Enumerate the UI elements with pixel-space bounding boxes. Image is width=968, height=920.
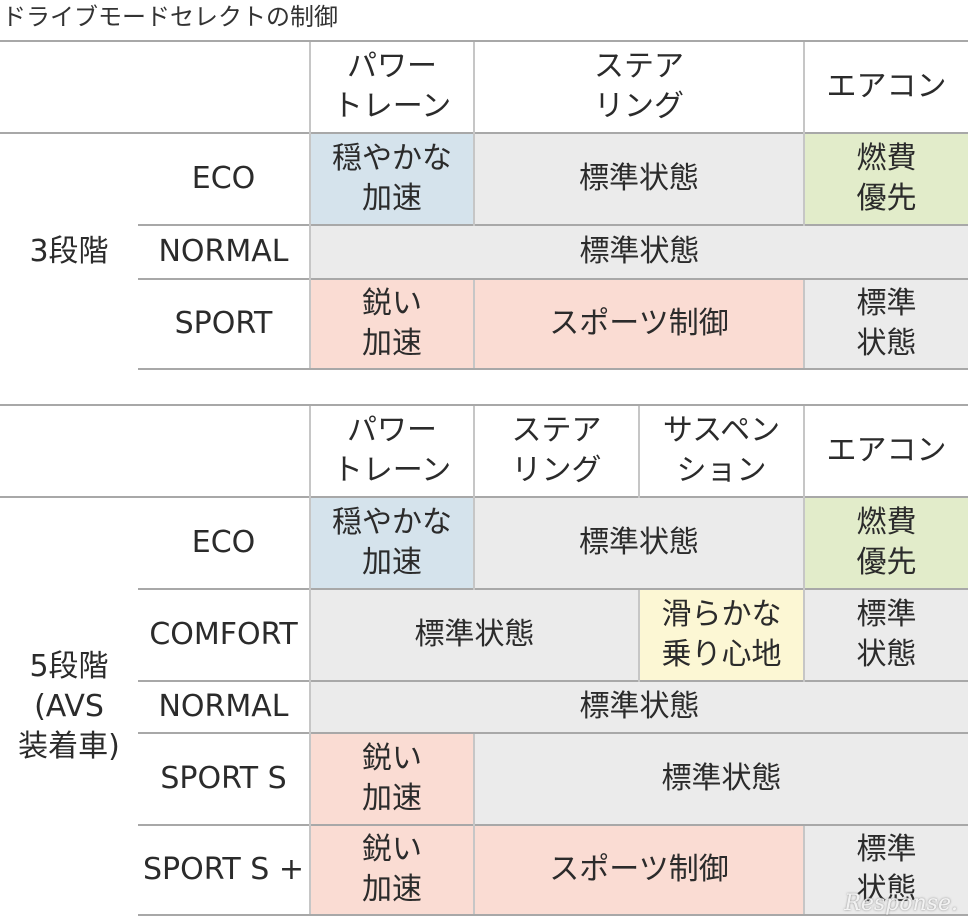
sport-s-plus-aircon-cell: 標準 状態 bbox=[803, 824, 968, 916]
header-steering: ステア リング bbox=[473, 40, 804, 133]
header-steering: ステア リング bbox=[473, 404, 639, 497]
comfort-powertrain-steering-cell: 標準状態 bbox=[309, 588, 639, 681]
eco-steering-suspension-cell: 標準状態 bbox=[473, 496, 804, 589]
eco-steering-cell: 標準状態 bbox=[473, 132, 804, 225]
sport-powertrain-cell: 鋭い 加速 bbox=[309, 278, 474, 370]
sport-aircon-cell: 標準 状態 bbox=[803, 278, 968, 370]
header-empty bbox=[0, 40, 310, 133]
header-aircon: エアコン bbox=[803, 404, 968, 497]
sport-s-plus-powertrain-cell: 鋭い 加速 bbox=[309, 824, 474, 916]
page-title: ドライブモードセレクトの制御 bbox=[2, 3, 338, 31]
sport-s-plus-steering-suspension-cell: スポーツ制御 bbox=[473, 824, 804, 916]
comfort-aircon-cell: 標準 状態 bbox=[803, 588, 968, 681]
sport-s-rest-cell: 標準状態 bbox=[473, 732, 968, 825]
comfort-suspension-cell: 滑らかな 乗り心地 bbox=[638, 588, 804, 681]
mode-normal: NORMAL bbox=[138, 224, 310, 279]
normal-all-cell: 標準状態 bbox=[309, 680, 968, 733]
group-label-3-stage: 3段階 bbox=[0, 132, 138, 369]
mode-sport-s: SPORT S bbox=[138, 732, 310, 825]
eco-aircon-cell: 燃費 優先 bbox=[803, 132, 968, 225]
watermark-logo: Response. bbox=[844, 891, 958, 916]
sport-steering-cell: スポーツ制御 bbox=[473, 278, 804, 370]
header-suspension: サスペン ション bbox=[638, 404, 804, 497]
mode-comfort: COMFORT bbox=[138, 588, 310, 681]
mode-sport-s-plus: SPORT S + bbox=[138, 824, 310, 916]
header-aircon: エアコン bbox=[803, 40, 968, 133]
mode-eco: ECO bbox=[138, 132, 310, 225]
eco-aircon-cell: 燃費 優先 bbox=[803, 496, 968, 589]
mode-sport: SPORT bbox=[138, 278, 310, 370]
mode-eco: ECO bbox=[138, 496, 310, 589]
drive-mode-table-5-stage: パワー トレーン ステア リング サスペン ション エアコン 5段階 (AVS … bbox=[0, 404, 968, 916]
normal-all-cell: 標準状態 bbox=[309, 224, 968, 279]
header-powertrain: パワー トレーン bbox=[309, 40, 474, 133]
header-empty bbox=[0, 404, 310, 497]
mode-normal: NORMAL bbox=[138, 680, 310, 733]
header-powertrain: パワー トレーン bbox=[309, 404, 474, 497]
eco-powertrain-cell: 穏やかな 加速 bbox=[309, 496, 474, 589]
drive-mode-table-3-stage: パワー トレーン ステア リング エアコン 3段階 ECO 穏やかな 加速 標準… bbox=[0, 40, 968, 370]
sport-s-powertrain-cell: 鋭い 加速 bbox=[309, 732, 474, 825]
group-label-5-stage: 5段階 (AVS 装着車) bbox=[0, 496, 138, 915]
eco-powertrain-cell: 穏やかな 加速 bbox=[309, 132, 474, 225]
